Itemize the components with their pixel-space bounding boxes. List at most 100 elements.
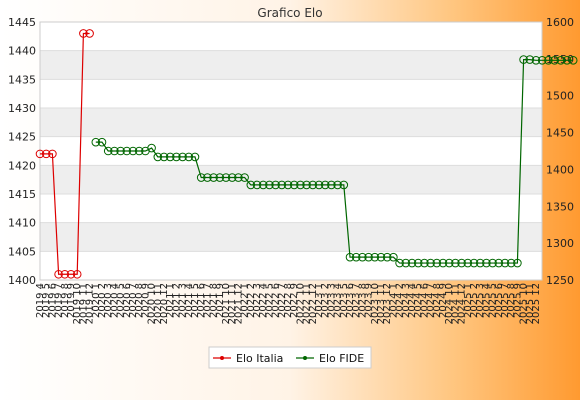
right-tick-label: 1350: [546, 200, 574, 213]
data-point[interactable]: [134, 146, 144, 156]
data-point[interactable]: [221, 173, 231, 182]
data-point[interactable]: [562, 56, 572, 65]
x-tick-label: 2021 8: [209, 283, 220, 318]
data-point[interactable]: [178, 152, 187, 162]
data-point[interactable]: [246, 180, 256, 190]
data-point[interactable]: [91, 137, 101, 147]
data-point[interactable]: [351, 252, 361, 262]
data-point[interactable]: [66, 269, 76, 279]
data-point[interactable]: [531, 56, 541, 65]
x-tick-label: 2025 11: [525, 283, 536, 324]
data-point[interactable]: [475, 258, 485, 268]
data-point[interactable]: [35, 149, 45, 159]
data-point[interactable]: [420, 258, 429, 268]
data-point[interactable]: [277, 180, 287, 190]
data-point[interactable]: [41, 149, 51, 159]
data-point[interactable]: [110, 146, 119, 156]
data-point[interactable]: [568, 56, 578, 65]
data-point[interactable]: [79, 29, 88, 38]
data-point[interactable]: [265, 180, 274, 190]
data-point[interactable]: [389, 252, 398, 262]
data-point[interactable]: [339, 180, 349, 190]
data-point[interactable]: [494, 258, 504, 268]
data-point[interactable]: [413, 258, 423, 268]
right-tick-label: 1250: [546, 274, 574, 287]
data-point[interactable]: [506, 258, 516, 268]
data-point[interactable]: [85, 29, 94, 38]
data-point[interactable]: [426, 258, 435, 268]
x-tick-label: 2023 10: [370, 283, 381, 324]
data-point[interactable]: [172, 152, 181, 162]
data-point[interactable]: [234, 173, 243, 182]
x-tick-label: 2024 2: [395, 283, 406, 318]
data-point[interactable]: [296, 180, 305, 190]
data-point[interactable]: [209, 173, 218, 182]
data-point[interactable]: [432, 258, 442, 268]
data-point[interactable]: [116, 146, 125, 156]
data-point[interactable]: [48, 149, 57, 159]
x-tick-label: 2020 7: [128, 283, 139, 318]
data-point[interactable]: [482, 258, 491, 268]
data-point[interactable]: [252, 180, 262, 190]
data-point[interactable]: [376, 252, 386, 262]
data-point[interactable]: [54, 269, 63, 279]
data-point[interactable]: [147, 143, 156, 153]
data-point[interactable]: [227, 173, 237, 182]
data-point[interactable]: [333, 180, 342, 190]
data-point[interactable]: [103, 146, 113, 156]
data-point[interactable]: [395, 258, 404, 268]
data-point[interactable]: [463, 258, 473, 268]
data-point[interactable]: [358, 252, 367, 262]
x-tick-label: 2022 4: [258, 283, 269, 318]
data-point[interactable]: [407, 258, 417, 268]
data-point[interactable]: [457, 258, 466, 268]
plot-band: [40, 108, 542, 137]
data-point[interactable]: [128, 146, 138, 156]
data-point[interactable]: [320, 180, 330, 190]
data-point[interactable]: [153, 152, 163, 162]
data-point[interactable]: [500, 258, 510, 268]
data-point[interactable]: [488, 258, 497, 268]
left-tick-label: 1435: [8, 73, 36, 86]
data-point[interactable]: [345, 252, 355, 262]
data-point[interactable]: [401, 258, 411, 268]
data-point[interactable]: [308, 180, 318, 190]
data-point[interactable]: [159, 152, 169, 162]
grid-lines: [39, 21, 543, 281]
data-point[interactable]: [469, 258, 479, 268]
data-point[interactable]: [271, 180, 280, 190]
data-point[interactable]: [537, 56, 547, 65]
data-point[interactable]: [289, 180, 299, 190]
data-point[interactable]: [196, 173, 206, 182]
data-point[interactable]: [519, 55, 528, 64]
data-point[interactable]: [184, 152, 194, 162]
data-point[interactable]: [258, 180, 268, 190]
data-point[interactable]: [283, 180, 293, 190]
x-tick-label: 2023 1: [314, 283, 325, 318]
data-point[interactable]: [122, 146, 132, 156]
data-point[interactable]: [525, 55, 535, 64]
data-point[interactable]: [444, 258, 454, 268]
data-point[interactable]: [203, 173, 212, 182]
data-point[interactable]: [544, 56, 553, 65]
data-point[interactable]: [240, 173, 249, 182]
right-tick-label: 1600: [546, 16, 574, 29]
data-point[interactable]: [302, 180, 311, 190]
data-point[interactable]: [364, 252, 373, 262]
data-point[interactable]: [165, 152, 175, 162]
data-point[interactable]: [513, 258, 522, 268]
data-point[interactable]: [438, 258, 448, 268]
data-point[interactable]: [215, 173, 225, 182]
data-point[interactable]: [550, 56, 559, 65]
data-point[interactable]: [72, 269, 82, 279]
data-point[interactable]: [382, 252, 392, 262]
data-point[interactable]: [190, 152, 200, 162]
data-point[interactable]: [556, 56, 566, 65]
data-point[interactable]: [327, 180, 336, 190]
data-point[interactable]: [370, 252, 380, 262]
data-point[interactable]: [451, 258, 460, 268]
data-point[interactable]: [60, 269, 70, 279]
data-point[interactable]: [314, 180, 324, 190]
data-point[interactable]: [97, 137, 107, 147]
